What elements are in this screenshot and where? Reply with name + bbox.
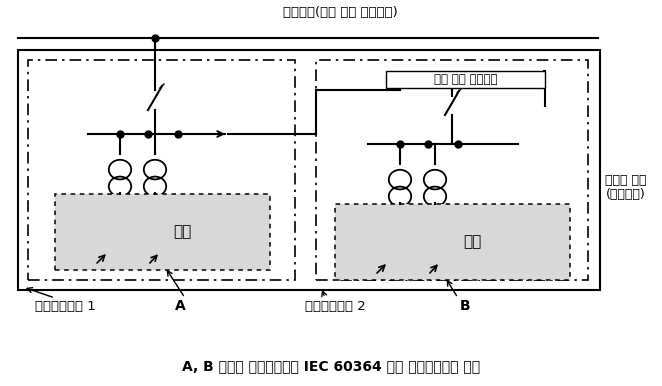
Text: 저압: 저압 (463, 235, 482, 249)
Bar (316, 60, 588, 280)
Bar (28, 60, 295, 280)
Text: 고압 또는 특별고압: 고압 또는 특별고압 (434, 73, 497, 86)
Text: 전기사용장소 1: 전기사용장소 1 (35, 300, 96, 313)
Text: A: A (175, 299, 186, 313)
Text: A, B 각각의 수용장소별로 IEC 60364 또는 기존기준으로 시설: A, B 각각의 수용장소별로 IEC 60364 또는 기존기준으로 시설 (182, 359, 480, 373)
Text: 저압: 저압 (173, 225, 191, 239)
Text: 전력계통(고압 또는 특별고압): 전력계통(고압 또는 특별고압) (283, 5, 397, 19)
Bar (55, 194, 270, 270)
Text: 수용가 구내: 수용가 구내 (605, 174, 647, 188)
Bar (18, 50, 600, 290)
Bar (386, 71, 545, 88)
Text: (수용장소): (수용장소) (606, 188, 646, 200)
Text: 전기사용장소 2: 전기사용장소 2 (305, 300, 365, 313)
Bar (335, 204, 570, 280)
Text: B: B (460, 299, 471, 313)
